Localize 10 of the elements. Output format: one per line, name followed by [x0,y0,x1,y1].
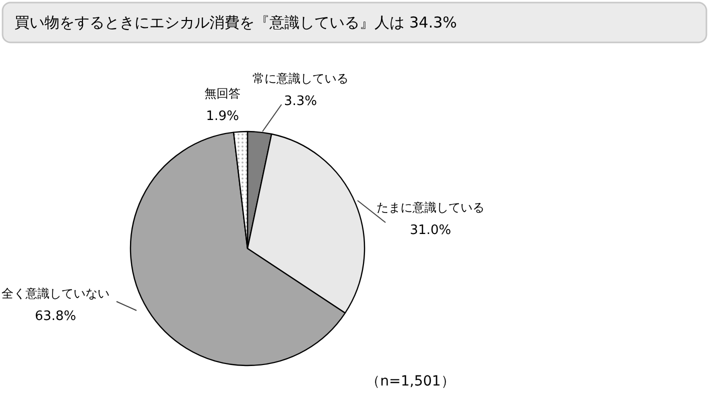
data-label: 31.0% [410,223,452,238]
data-label: 3.3% [284,94,318,109]
chart-title: 買い物をするときにエシカル消費を『意識している』人は 34.3% [14,14,457,32]
data-label: 63.8% [34,309,76,324]
slice-label: 常に意識している [252,72,348,86]
data-label: 1.9% [206,109,240,124]
slice-label: たまに意識している [376,200,484,214]
slice-label: 全く意識していない [2,286,110,300]
text: （n=1,501） [366,374,455,390]
slice-label: 無回答 [204,86,240,100]
